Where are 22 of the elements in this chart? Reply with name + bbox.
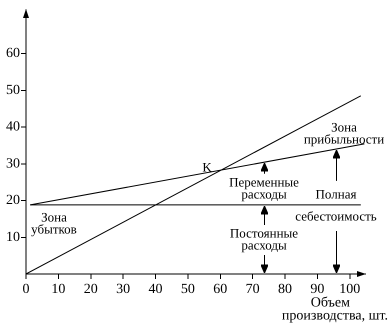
x-tick-label: 60 bbox=[213, 282, 228, 298]
y-tick-label: 60 bbox=[6, 46, 20, 62]
x-tick-label: 70 bbox=[246, 282, 260, 298]
x-tick-label: 50 bbox=[180, 282, 195, 298]
y-tick-label: 50 bbox=[6, 82, 20, 98]
annotation: Зона убытков bbox=[31, 209, 77, 236]
x-tick-label: 0 bbox=[22, 282, 30, 298]
x-tick-label: 40 bbox=[148, 282, 163, 298]
annotation: Зона прибыльности bbox=[304, 119, 384, 146]
x-tick-label: 90 bbox=[310, 282, 324, 298]
y-tick-label: 30 bbox=[6, 156, 20, 172]
x-tick-label: 10 bbox=[51, 282, 66, 298]
annotation: K bbox=[202, 159, 212, 174]
x-tick-label: 80 bbox=[278, 282, 292, 298]
x-tick-label: 100 bbox=[339, 282, 360, 298]
y-tick-label: 10 bbox=[6, 230, 20, 245]
x-tick-label: 30 bbox=[116, 282, 130, 298]
x-axis-title: Объем производства, шт. bbox=[282, 296, 388, 323]
x-tick-label: 20 bbox=[84, 282, 98, 298]
y-tick-label: 20 bbox=[6, 193, 20, 208]
y-tick-label: 40 bbox=[6, 120, 20, 135]
annotation: Постоянные расходы bbox=[230, 225, 298, 252]
